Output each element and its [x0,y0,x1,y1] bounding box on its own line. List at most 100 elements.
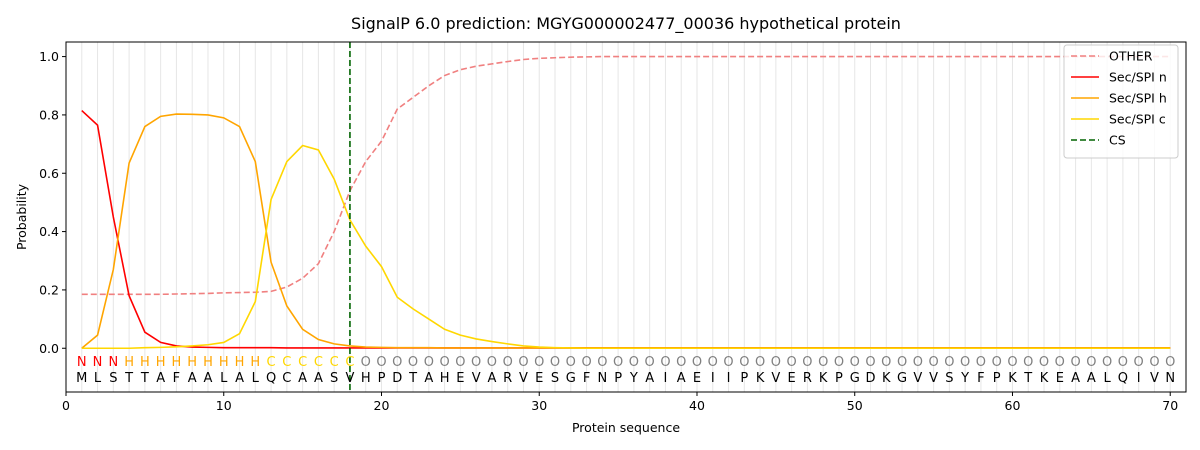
region-label: O [992,355,1002,370]
legend-entry: OTHER [1109,49,1153,64]
region-label: O [629,355,639,370]
sequence-letter: S [945,371,953,386]
sequence-letter: C [282,371,291,386]
sequence-letter: T [140,371,149,386]
sequence-letter: L [252,371,260,386]
region-label: O [566,355,576,370]
sequence-letter: Q [1118,371,1128,386]
region-label: C [330,355,339,370]
region-label: O [1086,355,1096,370]
x-axis-label: Protein sequence [572,420,680,435]
legend: OTHER Sec/SPI n Sec/SPI h Sec/SPI c CS [1063,44,1179,159]
series-lines [81,55,1171,350]
region-label: O [723,355,733,370]
region-label: O [692,355,702,370]
sequence-letter: V [472,371,481,386]
sequence-letter: I [727,371,731,386]
x-tick-label: 30 [531,398,547,413]
sequence-letter: A [235,371,244,386]
region-label: O [802,355,812,370]
region-label: O [897,355,907,370]
region-label: O [739,355,749,370]
region-label: O [439,355,449,370]
y-tick-label: 0.2 [39,282,59,297]
plot-frame [65,41,1187,393]
sequence-letter: S [109,371,117,386]
x-tick-label: 50 [847,398,863,413]
region-label: O [944,355,954,370]
region-label: O [487,355,497,370]
chart-title: SignalP 6.0 prediction: MGYG000002477_00… [351,14,901,34]
sequence-letter: I [711,371,715,386]
region-label: O [645,355,655,370]
legend-box [1063,44,1179,159]
sequence-letter: E [788,371,796,386]
sequence-letter: A [156,371,165,386]
region-label: O [1023,355,1033,370]
sequence-letter: E [1056,371,1064,386]
region-label: O [1165,355,1175,370]
sequence-letter: K [882,371,891,386]
x-tick-label: 40 [689,398,705,413]
sequence-letter: I [664,371,668,386]
region-label: H [250,355,260,370]
sequence-letter: V [345,371,354,386]
x-tick-label: 60 [1005,398,1021,413]
sequence-letter: T [124,371,133,386]
sequence-letter: G [566,371,576,386]
x-ticks: 0 10 20 30 40 50 60 70 [62,392,1178,413]
region-label: O [408,355,418,370]
region-label: O [1070,355,1080,370]
region-label: O [960,355,970,370]
region-label: O [376,355,386,370]
region-label: O [597,355,607,370]
sequence-letter: A [188,371,197,386]
x-tick-label: 0 [62,398,70,413]
sequence-letter: P [740,371,748,386]
y-tick-label: 0.8 [39,107,59,122]
sequence-letter: N [597,371,607,386]
sequence-letter: Y [960,371,969,386]
region-label: O [1039,355,1049,370]
y-tick-label: 0.6 [39,166,59,181]
region-label: O [1055,355,1065,370]
x-tick-label: 10 [216,398,232,413]
region-label: H [140,355,150,370]
sequence-letter: E [456,371,464,386]
sequence-letter: I [1137,371,1141,386]
region-label: O [1149,355,1159,370]
region-label: O [471,355,481,370]
region-label: C [267,355,276,370]
region-label: O [771,355,781,370]
region-label: O [865,355,875,370]
sequence-letter: F [977,371,984,386]
sequence-letter: Y [629,371,638,386]
sequence-letter: E [535,371,543,386]
sequence-letter: V [913,371,922,386]
sequence-letter: A [677,371,686,386]
sequence-letter: M [76,371,87,386]
sequence-letter: H [440,371,450,386]
region-label: H [156,355,166,370]
region-label: O [518,355,528,370]
region-label: O [834,355,844,370]
sequence-letter: A [298,371,307,386]
region-label: O [1007,355,1017,370]
sequence-letter: E [693,371,701,386]
sequence-letter: V [1150,371,1159,386]
sequence-letter: T [408,371,417,386]
sequence-letter: A [487,371,496,386]
region-label: O [676,355,686,370]
region-label: H [124,355,134,370]
sequence-letter: S [551,371,559,386]
region-label: H [219,355,229,370]
region-label: H [203,355,213,370]
sequence-letter: P [378,371,386,386]
sequence-letter: P [614,371,622,386]
x-tick-label: 20 [374,398,390,413]
region-label: O [881,355,891,370]
sequence-letter: F [583,371,590,386]
region-label: O [424,355,434,370]
